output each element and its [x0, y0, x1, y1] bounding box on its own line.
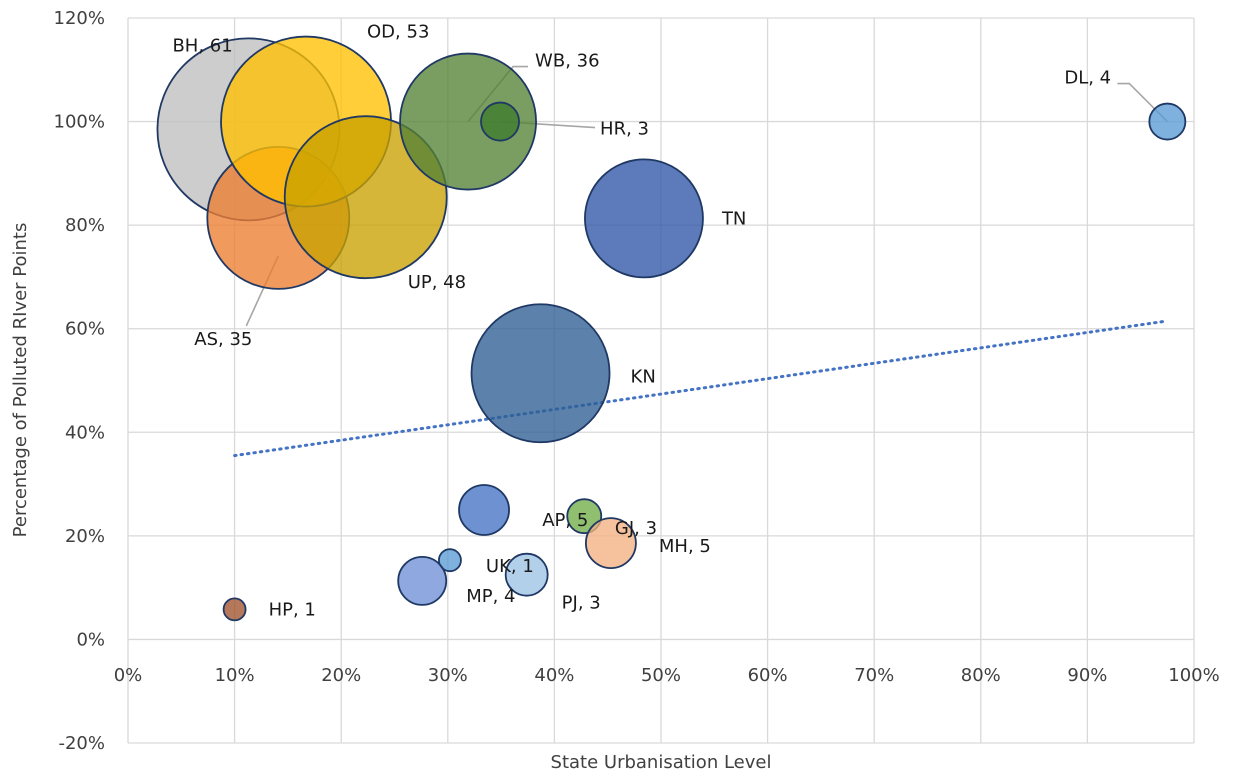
x-tick-label: 50%: [641, 665, 681, 686]
bubble-label: HR, 3: [600, 119, 649, 140]
y-tick-label: 40%: [65, 422, 105, 443]
bubble-tn: [584, 158, 704, 279]
bubble-kn: [470, 303, 611, 444]
bubble-label: TN: [721, 208, 746, 229]
bubble-label: OD, 53: [367, 22, 429, 43]
bubble-label: MH, 5: [659, 536, 711, 557]
x-tick-label: 0%: [114, 665, 143, 686]
bubbles: [156, 35, 1187, 622]
bubble-label: KN: [631, 366, 656, 387]
x-tick-label: 40%: [534, 665, 574, 686]
x-tick-label: 60%: [748, 665, 788, 686]
bubble-pj: [504, 552, 549, 597]
bubble-dl: [1148, 102, 1187, 141]
bubble-label: DL, 4: [1064, 68, 1111, 89]
y-tick-label: 120%: [54, 8, 105, 29]
x-tick-label: 70%: [854, 665, 894, 686]
bubble-label: PJ, 3: [562, 593, 601, 614]
x-tick-label: 30%: [428, 665, 468, 686]
bubble-mp: [397, 556, 448, 606]
y-tick-label: 100%: [54, 112, 105, 133]
x-tick-label: 90%: [1067, 665, 1107, 686]
x-axis-title: State Urbanisation Level: [551, 752, 772, 773]
bubble-labels: BH, 61 AS, 35 OD, 53 UP, 48 WB, 36 HR, 3 TN KN D…: [172, 22, 1111, 621]
y-axis-ticks: -20% 0% 20% 40% 60% 80% 100% 120%: [54, 8, 105, 754]
x-tick-label: 20%: [321, 665, 361, 686]
bubble-label: BH, 61: [172, 35, 232, 56]
bubble-hr: [480, 101, 520, 142]
y-tick-label: 0%: [76, 629, 105, 650]
bubble-label: GJ, 3: [615, 518, 657, 539]
x-tick-label: 100%: [1168, 665, 1219, 686]
y-tick-label: 60%: [65, 319, 105, 340]
trendline: [233, 319, 1169, 458]
bubble-up: [283, 115, 448, 280]
y-tick-label: 80%: [65, 215, 105, 236]
bubble-label: AP, 5: [542, 510, 588, 531]
x-tick-label: 10%: [215, 665, 255, 686]
bubble-uk: [438, 548, 462, 573]
x-tick-label: 80%: [961, 665, 1001, 686]
bubble-label: UP, 48: [408, 272, 466, 293]
bubble-gj: [584, 517, 637, 570]
trendline-group: [233, 319, 1169, 458]
y-tick-label: -20%: [58, 733, 105, 754]
x-axis-ticks: 0% 10% 20% 30% 40% 50% 60% 70% 80% 90% 100%: [114, 665, 1220, 686]
bubble-unlabeled: [458, 484, 510, 536]
bubble-wb: [399, 52, 537, 191]
bubble-label: AS, 35: [194, 329, 252, 350]
bubble-hp: [222, 597, 247, 622]
bubble-label: HP, 1: [269, 599, 316, 620]
bubble-label: WB, 36: [535, 51, 600, 72]
bubble-label: MP, 4: [466, 586, 515, 607]
y-tick-label: 20%: [65, 526, 105, 547]
y-axis-title: Percentage of Polluted RIver Points: [10, 223, 31, 538]
bubble-label: UK, 1: [486, 556, 534, 577]
